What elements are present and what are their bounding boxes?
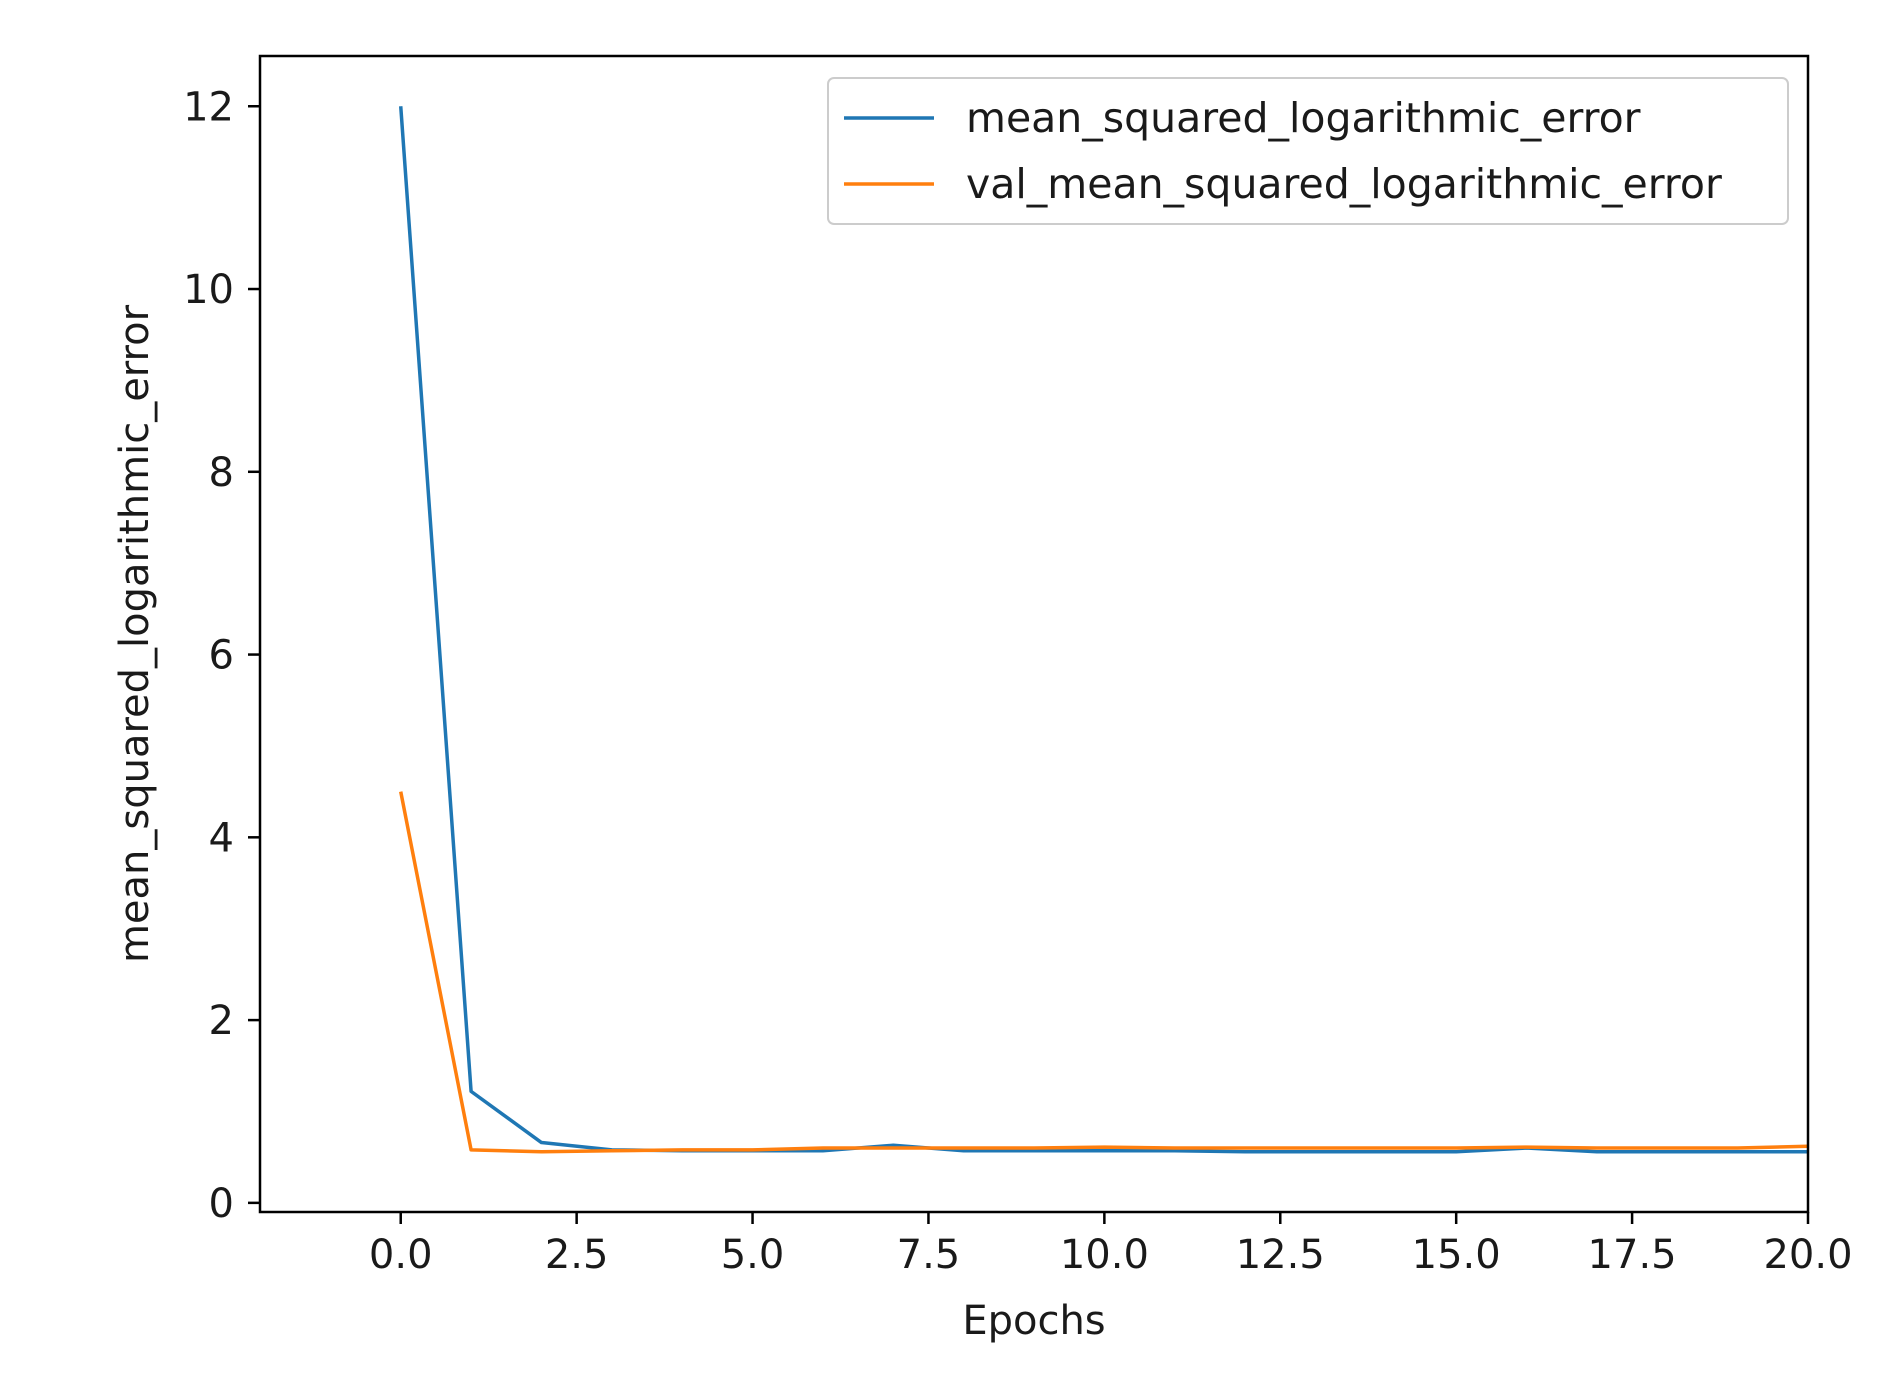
x-tick-label: 15.0 bbox=[1412, 1232, 1501, 1278]
x-tick-label: 10.0 bbox=[1060, 1232, 1149, 1278]
x-tick-label: 20.0 bbox=[1763, 1232, 1852, 1278]
legend-box bbox=[827, 77, 1789, 225]
y-tick-label: 8 bbox=[209, 450, 234, 496]
legend-label-training: mean_squared_logarithmic_error bbox=[966, 94, 1641, 142]
x-tick-label: 2.5 bbox=[545, 1232, 609, 1278]
y-tick-label: 2 bbox=[209, 998, 234, 1044]
series-layer bbox=[398, 106, 1808, 1154]
x-tick-label: 12.5 bbox=[1236, 1232, 1325, 1278]
legend: mean_squared_logarithmic_error val_mean_… bbox=[827, 77, 1789, 225]
x-tick-label: 17.5 bbox=[1588, 1232, 1677, 1278]
y-tick-label: 12 bbox=[183, 84, 234, 130]
x-tick-label: 7.5 bbox=[897, 1232, 961, 1278]
legend-label-validation: val_mean_squared_logarithmic_error bbox=[966, 160, 1722, 208]
series-line-validation bbox=[399, 791, 1808, 1154]
y-axis-title: mean_squared_logarithmic_error bbox=[112, 304, 158, 963]
y-tick-label: 0 bbox=[209, 1181, 234, 1227]
x-axis: 0.0 2.5 5.0 7.5 10.0 12.5 15.0 17.5 20.0 bbox=[369, 1212, 1853, 1278]
y-tick-label: 6 bbox=[209, 633, 234, 679]
y-tick-label: 10 bbox=[183, 267, 234, 313]
x-tick-label: 0.0 bbox=[369, 1232, 433, 1278]
y-axis: 0 2 4 6 8 10 12 bbox=[183, 84, 260, 1227]
plot-area-frame bbox=[258, 54, 1810, 1214]
y-tick-label: 4 bbox=[209, 815, 234, 861]
x-axis-title: Epochs bbox=[962, 1298, 1105, 1344]
x-tick-label: 5.0 bbox=[721, 1232, 785, 1278]
